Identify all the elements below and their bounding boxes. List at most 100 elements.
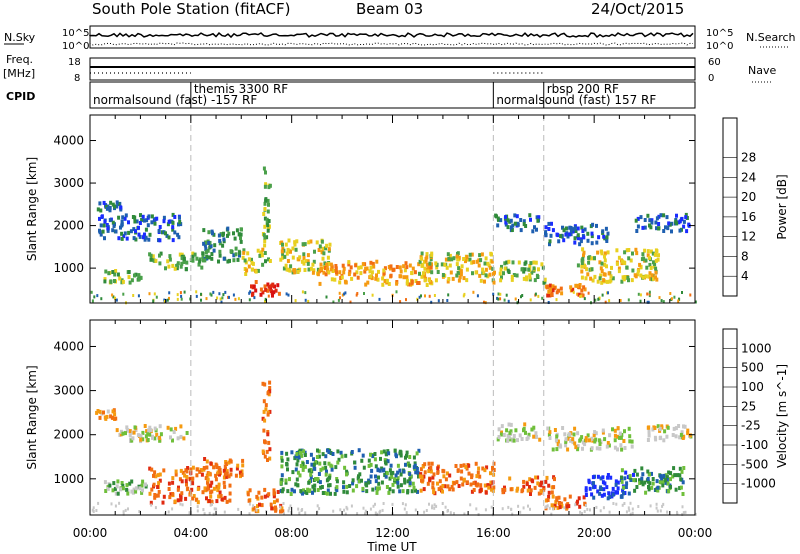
echo-cell xyxy=(477,258,481,263)
echo-cell xyxy=(659,213,663,218)
echo-cell xyxy=(553,428,557,432)
time-axis-labels: 00:00 04:00 08:00 12:00 16:00 20:00 00:00 xyxy=(73,526,713,540)
echo-cell xyxy=(105,206,109,211)
echo-cell xyxy=(614,482,618,487)
echo-cell xyxy=(349,265,353,270)
echo-cell xyxy=(395,281,399,286)
echo-cell xyxy=(207,499,211,503)
echo-cell xyxy=(681,480,685,485)
echo-cell xyxy=(672,426,676,431)
echo-cell xyxy=(235,466,239,471)
echo-cell xyxy=(622,485,625,490)
echo-cell xyxy=(103,480,107,485)
echo-cell xyxy=(281,255,285,260)
echo-cell xyxy=(271,282,275,287)
ground-scatter-cell xyxy=(346,507,349,511)
ground-scatter-cell xyxy=(209,292,212,296)
echo-cell xyxy=(405,265,409,270)
echo-cell xyxy=(324,246,328,251)
echo-cell xyxy=(255,494,259,499)
echo-cell xyxy=(600,493,604,498)
echo-cell xyxy=(559,286,563,291)
echo-cell xyxy=(484,256,488,261)
ground-scatter-cell xyxy=(307,299,310,303)
echo-cell xyxy=(620,494,624,499)
echo-cell xyxy=(678,466,682,471)
ground-scatter-cell xyxy=(472,290,475,294)
echo-cell xyxy=(586,231,590,236)
ground-scatter-cell xyxy=(339,296,341,300)
ground-scatter-cell xyxy=(289,504,292,508)
echo-cell xyxy=(183,473,187,478)
echo-cell xyxy=(344,453,348,458)
echo-cell xyxy=(311,490,314,495)
echo-cell xyxy=(667,489,671,494)
echo-cell xyxy=(266,432,270,437)
ground-scatter-cell xyxy=(581,512,583,515)
echo-cell xyxy=(232,231,235,236)
echo-cell xyxy=(478,273,482,278)
echo-cell xyxy=(141,437,145,442)
echo-cell xyxy=(489,480,493,485)
echo-cell xyxy=(653,252,657,257)
echo-cell xyxy=(625,248,629,253)
echo-cell xyxy=(293,268,297,273)
echo-cell xyxy=(290,450,294,455)
ground-scatter-cell xyxy=(202,508,205,512)
echo-cell xyxy=(515,488,519,493)
echo-cell xyxy=(598,260,602,265)
ground-scatter-cell xyxy=(563,506,566,510)
echo-cell xyxy=(171,225,175,230)
echo-cell xyxy=(376,277,380,282)
echo-cell xyxy=(606,473,610,477)
echo-cell xyxy=(155,432,159,437)
echo-cell xyxy=(613,433,617,438)
echo-cell xyxy=(182,260,186,264)
echo-cell xyxy=(291,270,295,275)
echo-cell xyxy=(427,278,431,283)
echo-cell xyxy=(662,473,666,478)
echo-cell xyxy=(280,506,284,511)
echo-cell xyxy=(280,249,284,254)
echo-cell xyxy=(210,256,214,261)
echo-cell xyxy=(179,497,183,502)
echo-cell xyxy=(175,264,179,268)
echo-cell xyxy=(207,230,211,235)
echo-cell xyxy=(522,269,526,274)
echo-cell xyxy=(620,475,623,480)
echo-cell xyxy=(324,454,328,459)
echo-cell xyxy=(569,228,573,233)
echo-cell xyxy=(103,279,107,284)
echo-cell xyxy=(404,261,408,266)
ground-scatter-cell xyxy=(283,512,285,516)
echo-cell xyxy=(520,437,524,441)
echo-cell xyxy=(623,446,627,450)
echo-cell xyxy=(143,424,147,428)
echo-cell xyxy=(507,435,511,440)
echo-cell xyxy=(375,486,379,491)
nsky-tick-low: 10^0 xyxy=(62,41,89,52)
echo-cell xyxy=(607,443,611,448)
echo-cell xyxy=(402,469,406,474)
ground-scatter-cell xyxy=(669,292,672,295)
echo-cell xyxy=(546,498,550,502)
ground-scatter-cell xyxy=(541,296,544,300)
echo-cell xyxy=(593,274,597,279)
echo-cell xyxy=(315,455,319,459)
echo-cell xyxy=(235,228,239,233)
ground-scatter-cell xyxy=(282,502,285,505)
ground-scatter-cell xyxy=(659,509,662,513)
echo-cell xyxy=(654,437,658,442)
echo-cell xyxy=(399,450,403,455)
echo-cell xyxy=(654,220,658,225)
echo-cell xyxy=(556,505,560,510)
echo-cell xyxy=(342,270,346,275)
echo-cell xyxy=(573,236,577,241)
ground-scatter-cell xyxy=(677,299,680,303)
echo-cell xyxy=(553,285,557,290)
echo-cell xyxy=(525,482,529,487)
echo-cell xyxy=(569,232,573,237)
colorbar-tick-label: 25 xyxy=(741,399,756,413)
echo-cell xyxy=(215,465,219,470)
ground-scatter-cell xyxy=(629,512,632,516)
